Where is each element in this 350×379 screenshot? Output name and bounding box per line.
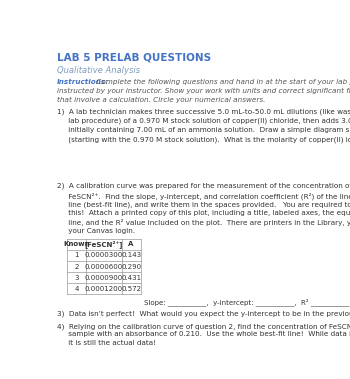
Text: that involve a calculation. Circle your numerical answers.: that involve a calculation. Circle your …	[57, 97, 266, 103]
Text: 0.143: 0.143	[121, 252, 141, 258]
Text: Complete the following questions and hand in at the start of your lab period or : Complete the following questions and han…	[94, 79, 350, 85]
Text: 4)  Relying on the calibration curve of question 2, find the concentration of Fe: 4) Relying on the calibration curve of q…	[57, 322, 350, 329]
Text: (starting with the 0.970 M stock solution).  What is the molarity of copper(II) : (starting with the 0.970 M stock solutio…	[57, 136, 350, 143]
Text: 3: 3	[74, 275, 79, 281]
Text: Known: Known	[63, 241, 90, 247]
Text: 0.431: 0.431	[121, 275, 141, 281]
Text: Qualitative Analysis: Qualitative Analysis	[57, 66, 140, 75]
Text: 0.0001200: 0.0001200	[85, 286, 123, 292]
Text: line (best-fit line), and write them in the spaces provided.   You are required : line (best-fit line), and write them in …	[57, 201, 350, 208]
Text: 1: 1	[74, 252, 79, 258]
Text: FeSCN²⁺.  Find the slope, y-intercept, and correlation coefficient (R²) of the l: FeSCN²⁺. Find the slope, y-intercept, an…	[57, 192, 350, 199]
Text: A: A	[128, 241, 134, 247]
Text: your Canvas login.: your Canvas login.	[57, 228, 135, 234]
Text: initially containing 7.00 mL of an ammonia solution.  Draw a simple diagram show: initially containing 7.00 mL of an ammon…	[57, 127, 350, 133]
Text: 0.0000600: 0.0000600	[85, 263, 123, 269]
Text: lab procedure) of a 0.970 M stock solution of copper(II) chloride, then adds 3.0: lab procedure) of a 0.970 M stock soluti…	[57, 118, 350, 124]
Text: it is still the actual data!: it is still the actual data!	[57, 340, 156, 346]
Text: 1)  A lab technician makes three successive 5.0 mL-to-50.0 mL dilutions (like wa: 1) A lab technician makes three successi…	[57, 109, 350, 115]
Text: [FeSCN²⁺]: [FeSCN²⁺]	[85, 240, 123, 248]
Text: sample with an absorbance of 0.210.  Use the whole best-fit line!  While data is: sample with an absorbance of 0.210. Use …	[57, 331, 350, 337]
Text: Instructions:: Instructions:	[57, 79, 110, 85]
Text: line, and the R² value included on the plot.  There are printers in the Library,: line, and the R² value included on the p…	[57, 219, 350, 226]
Text: instructed by your instructor. Show your work with units and correct significant: instructed by your instructor. Show your…	[57, 88, 350, 94]
Text: 3)  Data isn’t perfect!  What would you expect the y-intercept to be in the prev: 3) Data isn’t perfect! What would you ex…	[57, 310, 350, 317]
Text: Slope: ___________,  y-intercept: ___________,  R² ___________: Slope: ___________, y-intercept: _______…	[144, 299, 350, 306]
Text: 0.0000300: 0.0000300	[85, 252, 123, 258]
Text: 0.0000900: 0.0000900	[85, 275, 123, 281]
Text: 0.290: 0.290	[121, 263, 141, 269]
Text: 2: 2	[75, 263, 79, 269]
Text: LAB 5 PRELAB QUESTIONS: LAB 5 PRELAB QUESTIONS	[57, 53, 211, 63]
Text: this!  Attach a printed copy of this plot, including a title, labeled axes, the : this! Attach a printed copy of this plot…	[57, 210, 350, 216]
Text: 4: 4	[75, 286, 79, 292]
Text: 2)  A calibration curve was prepared for the measurement of the concentration of: 2) A calibration curve was prepared for …	[57, 183, 350, 190]
Text: 0.572: 0.572	[121, 286, 141, 292]
